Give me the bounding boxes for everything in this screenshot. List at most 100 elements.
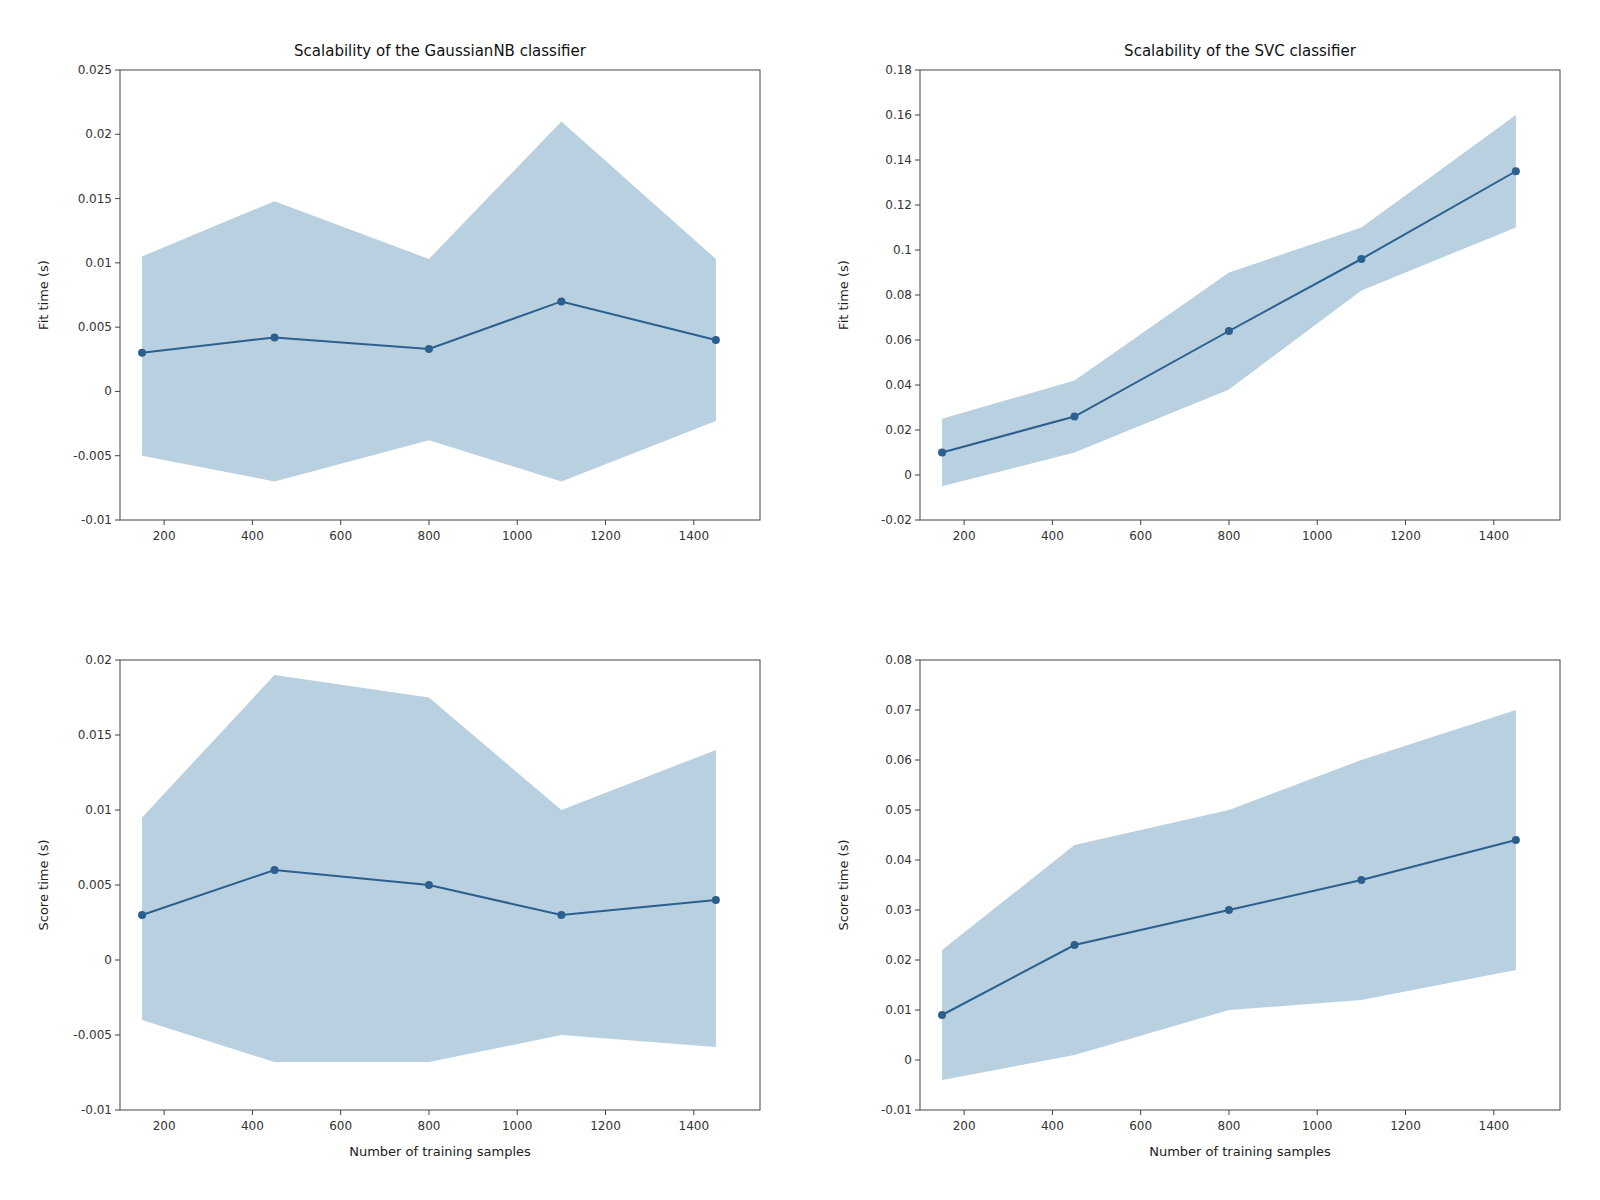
y-tick xyxy=(115,1110,120,1111)
marker xyxy=(938,1011,946,1019)
x-tick xyxy=(340,1110,341,1115)
y-tick xyxy=(915,475,920,476)
x-tick xyxy=(1317,520,1318,525)
x-tick xyxy=(340,520,341,525)
plot-area xyxy=(138,121,720,481)
y-tick-label: 0.02 xyxy=(85,653,112,667)
y-tick xyxy=(115,262,120,263)
marker xyxy=(712,336,720,344)
band xyxy=(142,121,716,481)
y-tick xyxy=(915,660,920,661)
y-axis-label: Fit time (s) xyxy=(36,260,51,330)
marker xyxy=(938,449,946,457)
x-tick xyxy=(693,1110,694,1115)
marker xyxy=(1070,413,1078,421)
y-tick-label: 0.01 xyxy=(85,256,112,270)
marker xyxy=(270,866,278,874)
y-tick xyxy=(115,70,120,71)
x-tick xyxy=(605,520,606,525)
y-tick xyxy=(115,660,120,661)
marker xyxy=(270,333,278,341)
marker xyxy=(1357,255,1365,263)
figure: -0.01-0.00500.0050.010.0150.020.02520040… xyxy=(0,0,1600,1200)
marker xyxy=(138,911,146,919)
y-tick xyxy=(115,391,120,392)
x-tick xyxy=(1405,1110,1406,1115)
marker xyxy=(425,881,433,889)
x-tick xyxy=(428,1110,429,1115)
line xyxy=(942,840,1516,1015)
frame xyxy=(920,70,1560,520)
y-tick xyxy=(915,160,920,161)
title: Scalability of the SVC classifier xyxy=(1124,42,1357,60)
x-tick xyxy=(1317,1110,1318,1115)
x-tick xyxy=(252,520,253,525)
y-tick-label: 0.18 xyxy=(885,63,912,77)
title: Scalability of the GaussianNB classifier xyxy=(294,42,587,60)
y-tick-label: 0.1 xyxy=(893,243,912,257)
y-tick xyxy=(115,1035,120,1036)
x-tick xyxy=(428,520,429,525)
y-axis-label: Score time (s) xyxy=(836,840,851,931)
y-tick-label: -0.01 xyxy=(81,1103,112,1117)
x-tick-label: 600 xyxy=(329,529,352,543)
y-tick xyxy=(115,198,120,199)
y-tick-label: 0.08 xyxy=(885,653,912,667)
y-tick-label: 0 xyxy=(104,384,112,398)
y-tick xyxy=(915,810,920,811)
x-tick-label: 1400 xyxy=(679,529,710,543)
y-tick-label: 0.06 xyxy=(885,753,912,767)
x-tick xyxy=(1052,520,1053,525)
x-tick xyxy=(964,520,965,525)
y-tick xyxy=(115,134,120,135)
y-tick xyxy=(915,70,920,71)
y-tick-label: 0.02 xyxy=(885,423,912,437)
x-tick-label: 1000 xyxy=(1302,529,1333,543)
line xyxy=(942,171,1516,452)
x-tick-label: 400 xyxy=(241,529,264,543)
marker xyxy=(1512,836,1520,844)
y-tick-label: 0 xyxy=(904,468,912,482)
y-tick xyxy=(915,115,920,116)
band xyxy=(942,115,1516,486)
x-tick-label: 800 xyxy=(1218,529,1241,543)
x-axis-label: Number of training samples xyxy=(349,1144,531,1159)
x-tick-label: 1200 xyxy=(590,1119,621,1133)
y-tick xyxy=(915,760,920,761)
x-tick-label: 1000 xyxy=(502,1119,533,1133)
y-tick xyxy=(115,810,120,811)
marker xyxy=(1357,876,1365,884)
y-tick-label: 0.025 xyxy=(78,63,112,77)
y-tick-label: 0.12 xyxy=(885,198,912,212)
x-tick-label: 600 xyxy=(329,1119,352,1133)
y-tick xyxy=(115,960,120,961)
y-tick-label: 0.04 xyxy=(885,378,912,392)
y-tick xyxy=(115,735,120,736)
marker xyxy=(712,896,720,904)
y-tick-label: -0.02 xyxy=(881,513,912,527)
marker xyxy=(138,349,146,357)
y-tick xyxy=(115,885,120,886)
y-tick-label: 0.015 xyxy=(78,728,112,742)
x-tick-label: 200 xyxy=(153,529,176,543)
y-tick xyxy=(915,1010,920,1011)
y-tick-label: 0.03 xyxy=(885,903,912,917)
marker xyxy=(557,297,565,305)
plot-area xyxy=(938,710,1520,1080)
y-tick xyxy=(915,520,920,521)
y-tick xyxy=(915,860,920,861)
y-axis-label: Fit time (s) xyxy=(836,260,851,330)
y-tick xyxy=(915,385,920,386)
x-tick xyxy=(517,1110,518,1115)
y-tick-label: -0.01 xyxy=(81,513,112,527)
x-tick-label: 1200 xyxy=(1390,1119,1421,1133)
y-tick-label: 0.07 xyxy=(885,703,912,717)
y-tick-label: 0.005 xyxy=(78,878,112,892)
x-tick xyxy=(964,1110,965,1115)
x-tick-label: 1200 xyxy=(1390,529,1421,543)
panel: -0.01-0.00500.0050.010.0150.020.02520040… xyxy=(36,42,760,543)
y-tick-label: 0.01 xyxy=(85,803,112,817)
x-tick-label: 1000 xyxy=(502,529,533,543)
band xyxy=(942,710,1516,1080)
x-tick xyxy=(1052,1110,1053,1115)
